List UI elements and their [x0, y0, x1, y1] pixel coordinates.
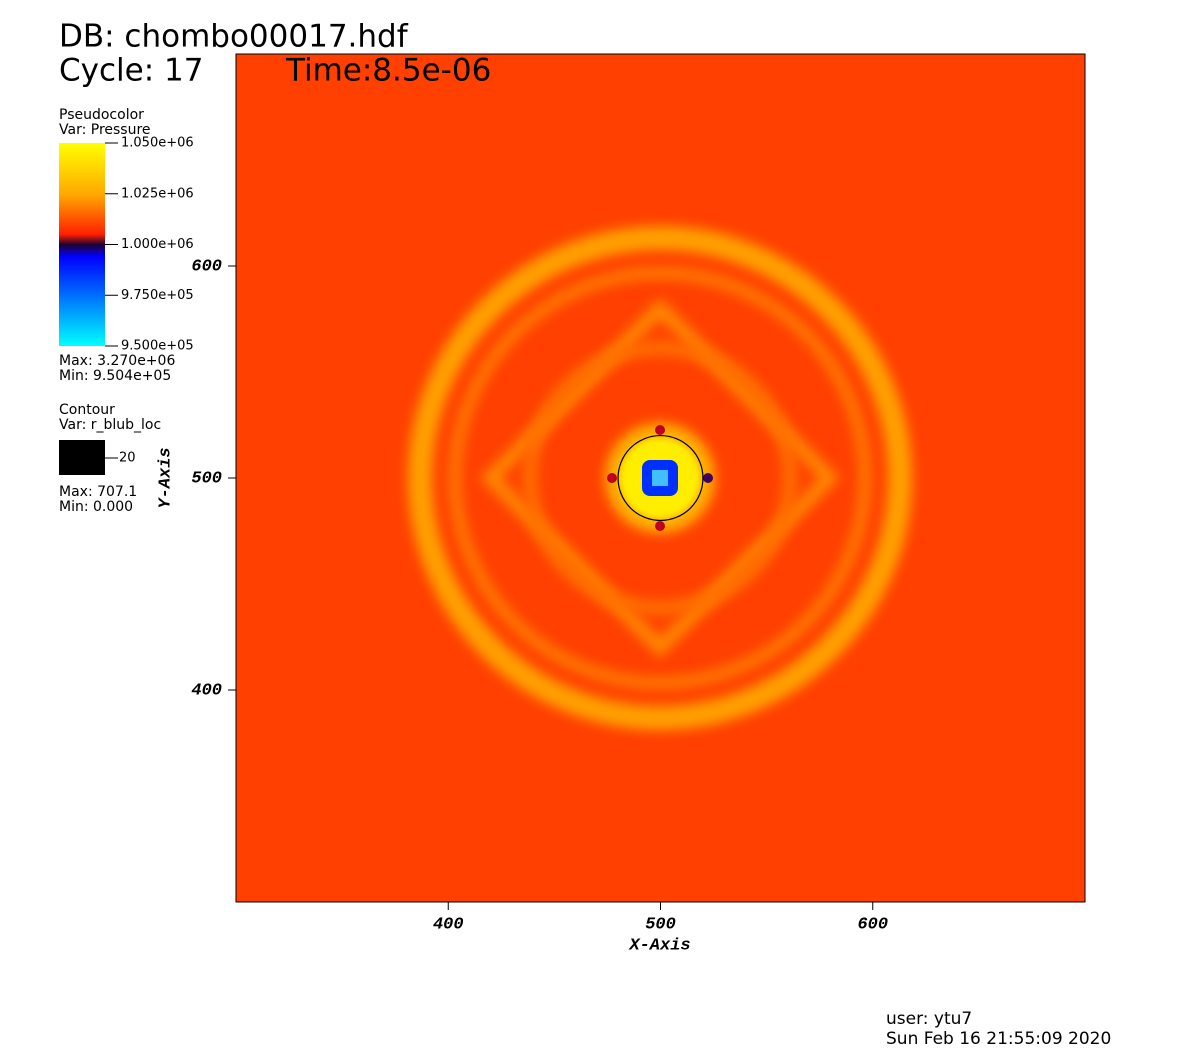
contour-title: Contour — [59, 402, 115, 418]
x-tick-label: 500 — [645, 915, 676, 934]
x-tick-label: 400 — [433, 915, 464, 934]
colorbar-tick-label: 1.000e+06 — [121, 237, 194, 252]
contour-legend-label: 20 — [119, 451, 136, 466]
x-tick-label: 600 — [857, 915, 888, 934]
contour-swatch — [59, 440, 105, 475]
colorbar-tick-label: 1.025e+06 — [121, 186, 194, 201]
x-axis-title: X-Axis — [628, 936, 690, 955]
colorbar — [59, 143, 105, 346]
time: Time:8.5e-06 — [285, 53, 491, 89]
contour-variable: Var: r_blub_loc — [59, 417, 161, 433]
db-name: DB: chombo00017.hdf — [59, 19, 409, 55]
legend-variable: Var: Pressure — [59, 122, 151, 138]
legend-min: Min: 9.504e+05 — [59, 368, 171, 384]
legend-title: Pseudocolor — [59, 107, 144, 123]
date: Sun Feb 16 21:55:09 2020 — [886, 1029, 1111, 1049]
y-tick-label: 600 — [191, 257, 222, 276]
y-axis-title: Y-Axis — [156, 447, 175, 508]
colorbar-tick-label: 9.750e+05 — [121, 288, 194, 303]
y-tick-label: 400 — [191, 681, 222, 700]
contour-max: Max: 707.1 — [59, 484, 137, 500]
colorbar-tick-label: 1.050e+06 — [121, 136, 194, 151]
legend-max: Max: 3.270e+06 — [59, 353, 175, 369]
colorbar-tick-label: 9.500e+05 — [121, 339, 194, 354]
pseudocolor-image — [236, 54, 1085, 902]
cycle: Cycle: 17 — [59, 53, 203, 89]
contour-min: Min: 0.000 — [59, 499, 133, 515]
contour-line — [617, 434, 704, 522]
y-tick-label: 500 — [191, 469, 222, 488]
user: user: ytu7 — [886, 1009, 972, 1029]
